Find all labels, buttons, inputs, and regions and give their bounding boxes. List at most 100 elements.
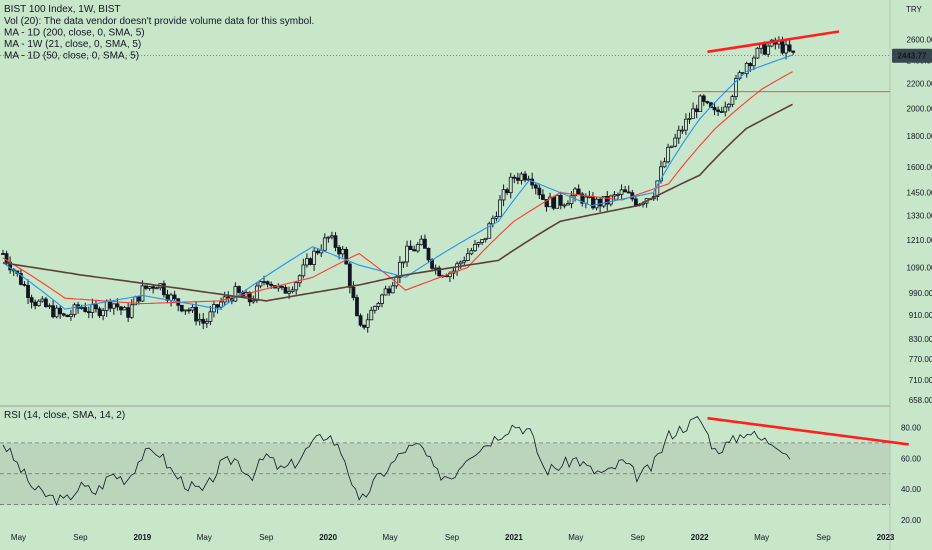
candle-body <box>115 303 120 308</box>
candle-body <box>147 286 152 289</box>
candle-body <box>562 204 567 207</box>
time-tick-label: 2019 <box>133 533 151 542</box>
candle-body <box>190 306 195 311</box>
candle-body <box>490 217 495 225</box>
candle-body <box>426 247 431 261</box>
candle-body <box>283 287 288 294</box>
candle-body <box>151 286 156 289</box>
candle-body <box>326 236 331 239</box>
price-tick-label: 1600.00 <box>907 163 932 172</box>
candle-body <box>369 309 374 321</box>
ma-200-line <box>2 103 793 302</box>
candle-body <box>526 178 531 181</box>
candle-body <box>179 304 184 312</box>
candle-body <box>194 306 198 322</box>
candle-body <box>22 283 27 286</box>
candle-body <box>723 106 728 113</box>
candle-body <box>784 44 788 54</box>
candle-body <box>601 196 606 207</box>
candle-body <box>40 298 45 302</box>
candle-body <box>537 187 542 196</box>
price-tick-label: 770.00 <box>909 355 932 364</box>
candle-body <box>111 303 116 309</box>
candle-body <box>122 307 127 311</box>
candle-body <box>594 198 599 209</box>
candle-body <box>494 216 499 219</box>
candle-body <box>669 145 674 148</box>
candle-body <box>390 285 395 294</box>
candle-body <box>108 300 113 309</box>
price-tick-label: 1090.00 <box>907 264 932 273</box>
candle-body <box>505 189 510 194</box>
candle-body <box>97 308 102 317</box>
time-tick-label: May <box>197 533 212 542</box>
candle-body <box>744 63 749 75</box>
candle-body <box>673 137 678 147</box>
time-tick-label: May <box>11 533 26 542</box>
candle-body <box>633 198 638 206</box>
candle-body <box>569 195 574 205</box>
price-tick-label: 1450.00 <box>907 189 932 198</box>
time-tick-label: 2022 <box>691 533 709 542</box>
candle-body <box>591 196 595 209</box>
candle-body <box>623 189 628 193</box>
candle-body <box>1 253 5 255</box>
candle-body <box>659 166 663 182</box>
candle-body <box>305 258 309 266</box>
candle-body <box>297 275 302 284</box>
ma-50-line <box>2 54 793 310</box>
rsi-legend-title: RSI (14, close, SMA, 14, 2) <box>4 410 125 421</box>
rsi-tick-label: 60.00 <box>901 454 922 463</box>
candle-body <box>423 238 427 249</box>
candle-body <box>458 261 463 265</box>
candle-body <box>365 319 370 328</box>
time-tick-label: Sep <box>259 533 274 542</box>
candle-body <box>254 285 259 301</box>
candle-body <box>333 235 338 248</box>
candle-body <box>387 288 392 294</box>
candle-body <box>551 196 556 209</box>
candle-body <box>519 173 524 181</box>
candle-body <box>755 47 760 59</box>
candle-body <box>544 199 549 208</box>
time-tick-label: 2023 <box>877 533 895 542</box>
candle-body <box>501 189 506 201</box>
time-tick-label: May <box>568 533 583 542</box>
candle-body <box>716 109 721 112</box>
candle-body <box>29 297 34 303</box>
candle-body <box>566 203 570 206</box>
candle-body <box>233 286 238 302</box>
candle-body <box>619 189 624 195</box>
candle-body <box>372 306 377 311</box>
candle-body <box>555 195 560 209</box>
candle-body <box>294 282 299 291</box>
candle-body <box>269 283 274 286</box>
candle-body <box>766 45 771 55</box>
candle-body <box>287 291 291 294</box>
candle-body <box>344 248 349 265</box>
candle-body <box>487 223 492 239</box>
candle-body <box>161 283 166 296</box>
candle-body <box>734 78 738 97</box>
candle-body <box>140 285 145 302</box>
candle-body <box>691 108 695 119</box>
candle-body <box>301 264 306 277</box>
candle-body <box>605 196 610 205</box>
candle-body <box>412 249 417 252</box>
currency-label: TRY <box>906 5 923 14</box>
candle-body <box>380 294 384 304</box>
candle-body <box>419 238 424 246</box>
candle-body <box>598 198 603 207</box>
candle-body <box>415 244 420 252</box>
price-tick-label: 990.00 <box>909 289 932 298</box>
candle-body <box>787 44 792 52</box>
price-tick-label: 2600.00 <box>907 35 932 44</box>
candle-body <box>608 195 613 205</box>
price-tick-label: 710.00 <box>909 376 932 385</box>
price-tick-label: 658.00 <box>909 396 932 405</box>
legend-line: MA - 1D (200, close, 0, SMA, 5) <box>4 28 145 39</box>
candle-body <box>469 250 474 255</box>
candle-body <box>86 311 91 314</box>
